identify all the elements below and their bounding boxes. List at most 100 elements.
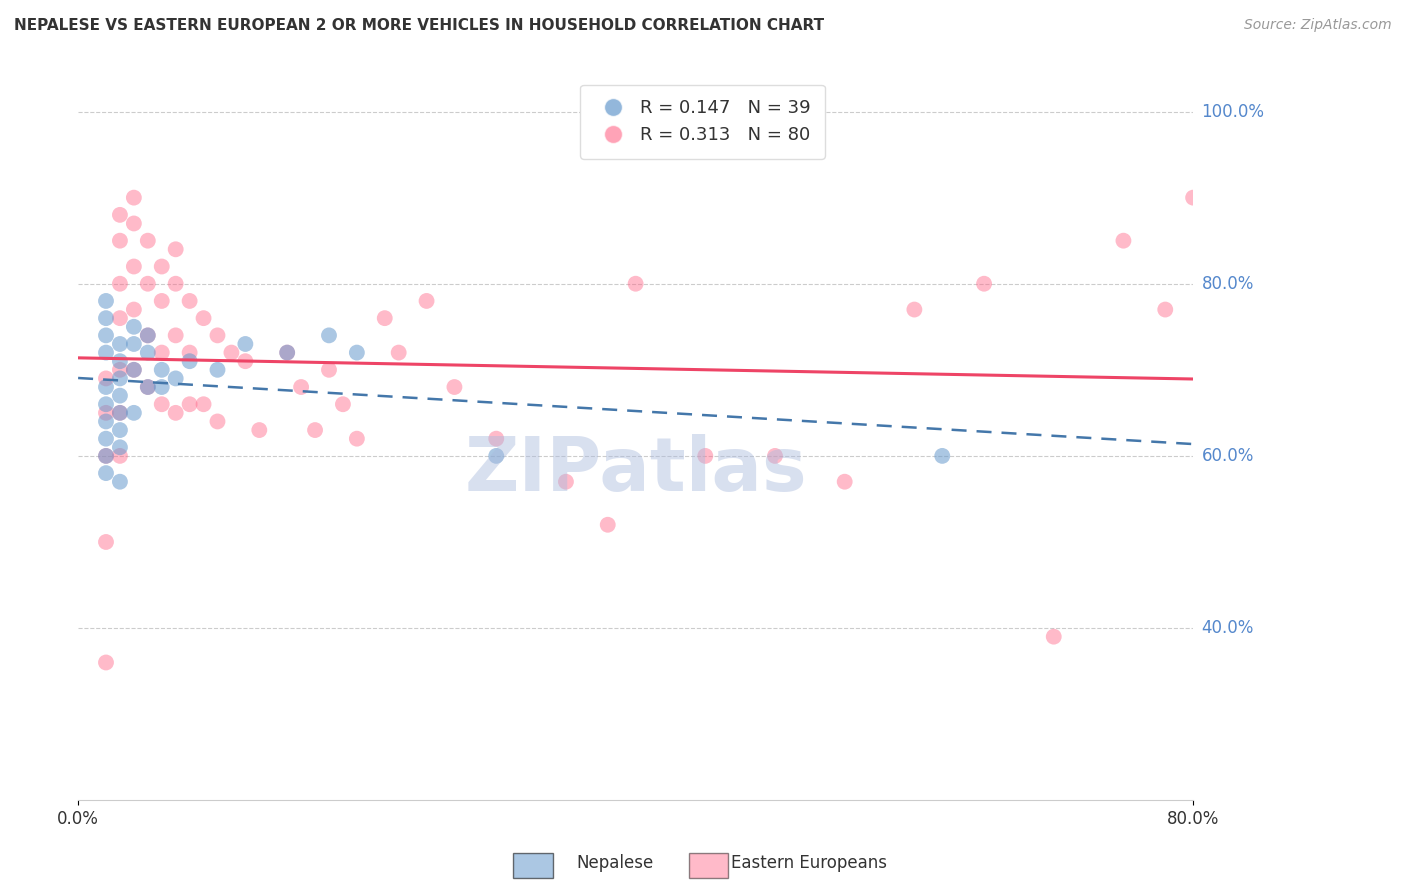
Point: [443, 380, 465, 394]
Point: [346, 432, 368, 446]
Point: [247, 423, 270, 437]
Point: [94, 380, 117, 394]
Point: [122, 191, 145, 205]
Point: [150, 380, 173, 394]
Point: [136, 328, 159, 343]
Point: [122, 260, 145, 274]
Point: [108, 354, 131, 368]
Point: [108, 234, 131, 248]
Text: Eastern Europeans: Eastern Europeans: [731, 855, 887, 872]
Point: [179, 397, 201, 411]
Point: [94, 406, 117, 420]
Point: [108, 423, 131, 437]
Point: [94, 466, 117, 480]
Point: [136, 277, 159, 291]
Point: [207, 363, 229, 377]
Point: [94, 449, 117, 463]
Point: [94, 449, 117, 463]
Legend: R = 0.147   N = 39, R = 0.313   N = 80: R = 0.147 N = 39, R = 0.313 N = 80: [581, 85, 825, 159]
Point: [374, 311, 396, 326]
Point: [221, 345, 243, 359]
Point: [388, 345, 411, 359]
Point: [108, 277, 131, 291]
Point: [318, 328, 340, 343]
Point: [179, 354, 201, 368]
Point: [207, 328, 229, 343]
Point: [834, 475, 856, 489]
Point: [136, 328, 159, 343]
Point: [931, 449, 953, 463]
Point: [122, 302, 145, 317]
Point: [973, 277, 995, 291]
Point: [108, 371, 131, 385]
Point: [108, 440, 131, 454]
Point: [136, 380, 159, 394]
Point: [150, 293, 173, 308]
Point: [276, 345, 298, 359]
Point: [276, 345, 298, 359]
Point: [165, 277, 187, 291]
Point: [1182, 191, 1205, 205]
Text: 80.0%: 80.0%: [1202, 275, 1254, 293]
Point: [150, 397, 173, 411]
Text: 100.0%: 100.0%: [1202, 103, 1264, 120]
Point: [763, 449, 786, 463]
Point: [207, 414, 229, 428]
Point: [108, 475, 131, 489]
Text: NEPALESE VS EASTERN EUROPEAN 2 OR MORE VEHICLES IN HOUSEHOLD CORRELATION CHART: NEPALESE VS EASTERN EUROPEAN 2 OR MORE V…: [14, 18, 824, 33]
Point: [122, 363, 145, 377]
Text: Source: ZipAtlas.com: Source: ZipAtlas.com: [1244, 18, 1392, 32]
Point: [624, 277, 647, 291]
Point: [94, 397, 117, 411]
Point: [332, 397, 354, 411]
Point: [94, 656, 117, 670]
Point: [165, 371, 187, 385]
FancyBboxPatch shape: [513, 853, 553, 878]
Point: [122, 337, 145, 351]
Text: 60.0%: 60.0%: [1202, 447, 1254, 465]
Point: [165, 242, 187, 256]
Point: [122, 363, 145, 377]
Point: [94, 371, 117, 385]
Point: [136, 234, 159, 248]
Point: [94, 535, 117, 549]
Point: [555, 475, 578, 489]
Point: [122, 406, 145, 420]
Point: [1042, 630, 1064, 644]
Point: [94, 414, 117, 428]
Point: [165, 328, 187, 343]
Point: [94, 311, 117, 326]
Point: [108, 389, 131, 403]
Point: [108, 449, 131, 463]
Point: [346, 345, 368, 359]
Point: [122, 217, 145, 231]
Point: [150, 260, 173, 274]
Point: [695, 449, 717, 463]
Point: [165, 406, 187, 420]
Point: [290, 380, 312, 394]
Point: [485, 432, 508, 446]
Point: [1154, 302, 1177, 317]
Point: [108, 363, 131, 377]
Point: [94, 345, 117, 359]
Point: [193, 311, 215, 326]
Point: [318, 363, 340, 377]
Point: [304, 423, 326, 437]
Point: [108, 208, 131, 222]
Text: 40.0%: 40.0%: [1202, 619, 1254, 637]
Point: [136, 380, 159, 394]
Point: [94, 293, 117, 308]
Point: [485, 449, 508, 463]
Point: [193, 397, 215, 411]
Point: [94, 328, 117, 343]
Point: [1112, 234, 1135, 248]
Point: [108, 311, 131, 326]
Text: Nepalese: Nepalese: [576, 855, 654, 872]
Point: [108, 406, 131, 420]
Point: [415, 293, 437, 308]
Text: ZIPatlas: ZIPatlas: [464, 434, 807, 508]
Point: [150, 363, 173, 377]
Point: [903, 302, 925, 317]
Point: [108, 406, 131, 420]
Point: [179, 293, 201, 308]
